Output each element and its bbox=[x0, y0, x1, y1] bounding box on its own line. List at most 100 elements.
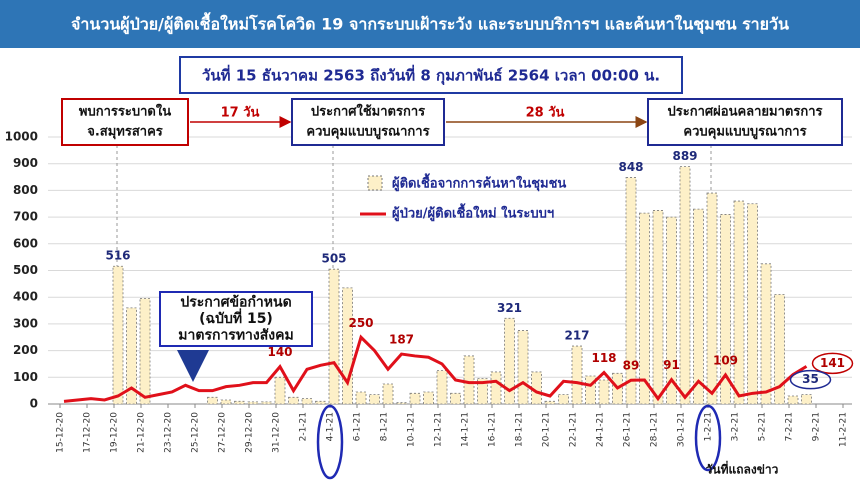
bar bbox=[558, 394, 569, 405]
bar bbox=[274, 376, 286, 405]
x-tick-label: 22-1-21 bbox=[569, 412, 579, 447]
bar bbox=[504, 317, 515, 405]
annotation-text: 17 วัน bbox=[221, 106, 260, 121]
highlight bbox=[811, 352, 854, 375]
bar bbox=[288, 396, 299, 405]
line-value-label: 187 bbox=[389, 333, 414, 347]
annotation-text: พบการระบาดใน bbox=[79, 103, 171, 120]
x-tick-label: 11-2-21 bbox=[839, 412, 849, 447]
bar bbox=[342, 287, 353, 405]
x-tick-label: 5-2-21 bbox=[758, 412, 768, 441]
annotation-box bbox=[159, 291, 313, 347]
line-value-label: 141 bbox=[820, 356, 845, 370]
annotation-text: ประกาศข้อกำหนด bbox=[180, 295, 291, 311]
x-tick-label: 2-1-21 bbox=[299, 412, 309, 441]
bar bbox=[369, 394, 380, 405]
x-tick-label: 1-2-21 bbox=[704, 412, 714, 441]
title-banner bbox=[0, 0, 860, 48]
bar bbox=[774, 294, 785, 405]
x-tick-label: 9-2-21 bbox=[812, 412, 822, 441]
x-tick-label: 6-1-21 bbox=[353, 412, 363, 441]
bar bbox=[423, 391, 434, 405]
line-value-label: 140 bbox=[267, 345, 292, 359]
bar bbox=[477, 378, 488, 405]
bar bbox=[706, 192, 718, 405]
bar bbox=[693, 208, 704, 405]
bar bbox=[450, 392, 461, 405]
bar bbox=[396, 402, 407, 405]
bar bbox=[247, 401, 259, 405]
annotation-text: มาตรการทางสังคม bbox=[178, 327, 293, 343]
x-tick-label: 7-2-21 bbox=[785, 412, 795, 441]
y-tick-label: 100 bbox=[13, 370, 38, 384]
bar bbox=[720, 214, 731, 405]
bar bbox=[747, 203, 758, 405]
line-value-label: 250 bbox=[348, 316, 373, 330]
bar bbox=[517, 330, 529, 405]
bar bbox=[207, 396, 218, 405]
x-tick-label: 14-1-21 bbox=[461, 412, 471, 447]
annotation-text: จ.สมุทรสาคร bbox=[87, 125, 163, 140]
x-tick-label: 28-1-21 bbox=[650, 412, 660, 447]
annotation-text: ควบคุมแบบบูรณาการ bbox=[683, 125, 806, 140]
y-tick-label: 700 bbox=[13, 210, 38, 224]
y-tick-label: 1000 bbox=[5, 130, 38, 144]
bar bbox=[139, 298, 151, 405]
line-value-label: 118 bbox=[591, 351, 616, 365]
annotation-text: ประกาศผ่อนคลายมาตรการ bbox=[668, 105, 823, 120]
x-tick-label: 3-2-21 bbox=[731, 412, 741, 441]
bar bbox=[328, 268, 340, 405]
legend-swatch bbox=[367, 175, 383, 191]
bar bbox=[544, 400, 556, 405]
x-tick-label: 10-1-21 bbox=[407, 412, 417, 447]
bar bbox=[409, 392, 421, 405]
x-tick-label: 17-12-20 bbox=[83, 412, 93, 453]
bar-value-label: 516 bbox=[105, 249, 130, 263]
line-value-label: 91 bbox=[663, 358, 680, 372]
bar bbox=[598, 379, 610, 405]
y-tick-label: 0 bbox=[30, 397, 38, 411]
bar bbox=[490, 371, 502, 405]
highlight bbox=[789, 369, 832, 390]
bar bbox=[261, 401, 272, 405]
bar bbox=[436, 370, 448, 405]
annotation-text: ประกาศใช้มาตรการ bbox=[311, 103, 425, 120]
bar bbox=[126, 307, 137, 405]
annotation-box bbox=[61, 98, 189, 146]
x-tick-label: 19-12-20 bbox=[110, 412, 120, 453]
bar bbox=[679, 166, 691, 405]
highlight bbox=[694, 404, 722, 472]
bar bbox=[585, 375, 596, 405]
bar bbox=[382, 383, 394, 405]
bar bbox=[571, 345, 583, 405]
x-tick-label: 4-1-21 bbox=[326, 412, 336, 441]
bar bbox=[760, 263, 772, 405]
y-tick-label: 500 bbox=[13, 263, 38, 277]
x-tick-label: 25-12-20 bbox=[191, 412, 201, 453]
x-tick-label: 12-1-21 bbox=[434, 412, 444, 447]
x-axis-title: วันที่แถลงข่าว bbox=[706, 461, 779, 477]
bar bbox=[220, 399, 232, 405]
bar bbox=[355, 391, 367, 405]
line-value-label: 109 bbox=[713, 353, 738, 367]
bar bbox=[666, 216, 677, 405]
x-tick-label: 15-12-20 bbox=[56, 412, 66, 453]
annotation-text: ควบคุมแบบบูรณาการ bbox=[306, 125, 429, 140]
x-tick-label: 27-12-20 bbox=[218, 412, 228, 453]
x-tick-label: 21-12-20 bbox=[137, 412, 147, 453]
bar bbox=[301, 398, 313, 405]
bar-value-label: 217 bbox=[564, 329, 589, 343]
bar-value-label: 35 bbox=[802, 372, 819, 386]
x-tick-label: 8-1-21 bbox=[380, 412, 390, 441]
legend-label: ผู้ป่วย/ผู้ติดเชื้อใหม่ ในระบบฯ bbox=[392, 203, 554, 222]
highlight bbox=[316, 404, 344, 480]
bar bbox=[463, 355, 475, 405]
subtitle-box bbox=[179, 56, 683, 94]
x-tick-label: 29-12-20 bbox=[245, 412, 255, 453]
annotation-box bbox=[647, 98, 843, 146]
bar bbox=[112, 265, 124, 405]
chart-title: จำนวนผู้ป่วย/ผู้ติดเชื้อใหม่โรคโควิด 19 … bbox=[71, 12, 789, 36]
legend-label: ผู้ติดเชื้อจากการค้นหาในชุมชน bbox=[392, 173, 566, 192]
bar bbox=[315, 400, 326, 405]
